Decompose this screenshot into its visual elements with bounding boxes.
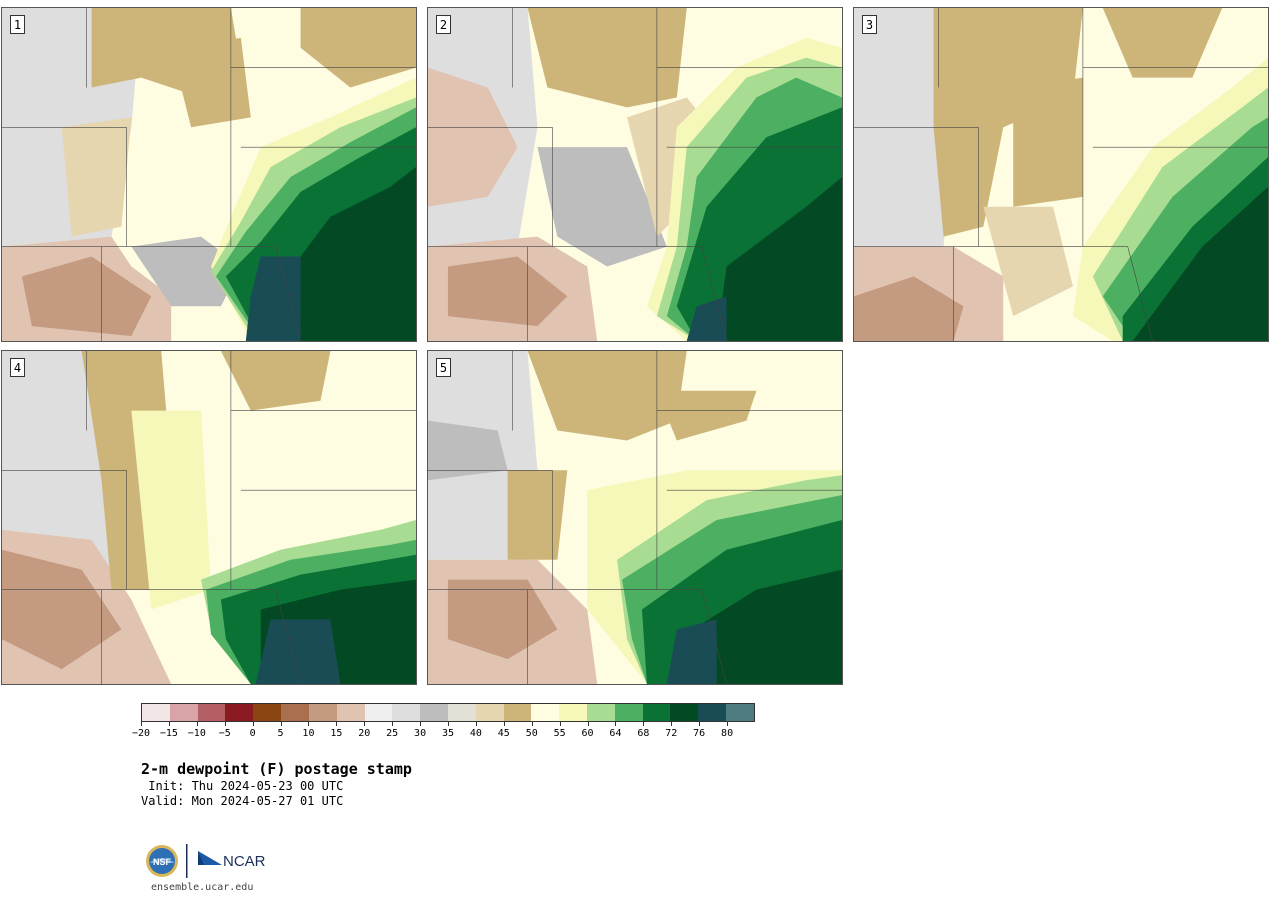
colorbar-tick-label: −15 [159,728,178,739]
colorbar-tick-label: 50 [525,728,538,739]
colorbar-tick-mark [727,722,729,726]
colorbar-swatch [698,704,727,721]
colorbar-tick-label: 30 [414,728,427,739]
colorbar-tick-label: 60 [581,728,594,739]
colorbar-tick-mark [699,722,701,726]
colorbar-tick-mark [531,722,533,726]
colorbar-swatch [197,704,226,721]
dewpoint-map-1 [2,8,416,341]
logo-left-text: NSF [153,857,172,867]
panel-number: 5 [436,358,451,377]
colorbar-swatch [392,704,421,721]
colorbar-tick-label: 35 [441,728,455,739]
colorbar-tick-mark [196,722,198,726]
colorbar-swatch [559,704,587,721]
colorbar-tick-mark [336,722,338,726]
colorbar-tick-label: −20 [131,728,151,739]
logos: NSF NCAR [144,843,284,879]
colorbar-tick-label: 10 [302,728,315,739]
ensemble-member-panel-2: 2 [427,7,843,342]
init-time: Init: Thu 2024-05-23 00 UTC [141,779,344,793]
colorbar-tick-mark [587,722,589,726]
colorbar-swatch [642,704,671,721]
colorbar-swatch [364,704,393,721]
colorbar-tick-mark [475,722,477,726]
colorbar-tick-label: 40 [469,728,482,739]
colorbar-swatch [253,704,282,721]
colorbar-tick-label: 76 [693,728,706,739]
panel-number: 2 [436,15,451,34]
colorbar-tick-mark [448,722,449,726]
colorbar-tick-mark [671,722,673,726]
colorbar-tick-label: 68 [637,728,650,739]
panel-number: 3 [862,15,877,34]
colorbar-tick-mark [141,722,142,726]
colorbar-tick-mark [392,722,394,726]
colorbar-swatch [447,704,476,721]
colorbar-tick-label: 80 [721,728,734,739]
colorbar-tick-mark [308,722,310,726]
colorbar-tick-mark [420,722,422,726]
colorbar-tick-label: 20 [358,728,371,739]
ensemble-member-panel-3: 3 [853,7,1269,342]
panel-number: 4 [10,358,25,377]
colorbar-tick-mark [559,722,561,726]
colorbar-swatch [420,704,448,721]
colorbar-tick-label: 15 [330,728,343,739]
dewpoint-map-4 [2,351,416,684]
colorbar-swatch [475,704,504,721]
logo-right-text: NCAR [223,853,266,870]
colorbar-swatch [726,704,754,721]
colorbar-tick-mark [615,722,617,726]
colorbar-tick-mark [252,722,254,726]
colorbar-tick-label: 0 [249,728,256,739]
dewpoint-map-5 [428,351,842,684]
colorbar-tick-mark [364,722,366,726]
nsf-logo-icon: NSF [146,845,178,877]
colorbar-ticks: −20 −15 −10 −5 0 5 10 15 20 25 30 35 40 45 50 55 60 64 68 7… [132,722,755,742]
dewpoint-map-2 [428,8,842,341]
colorbar-tick-label: 55 [553,728,566,739]
colorbar-swatch [225,704,254,721]
colorbar-tick-mark [503,722,505,726]
panel-number: 1 [10,15,25,34]
nsf-ncar-logo: NSF NCAR [146,844,266,878]
colorbar-tick-label: 64 [609,728,622,739]
colorbar-tick-mark [643,722,645,726]
colorbar-tick-mark [168,722,170,726]
valid-time: Valid: Mon 2024-05-27 01 UTC [141,794,344,808]
colorbar-tick-label: 5 [277,728,284,739]
ncar-logo-icon: NCAR [198,851,266,870]
website-url: ensemble.ucar.edu [151,882,254,893]
ensemble-member-panel-5: 5 [427,350,843,685]
colorbar-swatch [503,704,532,721]
colorbar-tick-mark [280,722,282,726]
ensemble-member-panel-1: 1 [1,7,417,342]
colorbar-tick-label: 25 [386,728,399,739]
colorbar-tick-label: −5 [218,728,231,739]
chart-title: 2-m dewpoint (F) postage stamp [141,760,412,778]
colorbar-swatch [308,704,337,721]
colorbar-swatch [587,704,615,721]
colorbar-swatch [336,704,365,721]
colorbar-swatch [281,704,309,721]
colorbar-tick-mark [224,722,226,726]
ensemble-member-panel-4: 4 [1,350,417,685]
colorbar-swatch [670,704,699,721]
colorbar-swatch [614,704,643,721]
colorbar-tick-label: 72 [665,728,678,739]
dewpoint-map-3 [854,8,1268,341]
colorbar-swatch [531,704,560,721]
colorbar-swatch [142,704,170,721]
colorbar-swatch [169,704,198,721]
colorbar-tick-label: −10 [187,728,206,739]
dewpoint-colorbar [141,703,755,722]
colorbar-tick-label: 45 [497,728,510,739]
